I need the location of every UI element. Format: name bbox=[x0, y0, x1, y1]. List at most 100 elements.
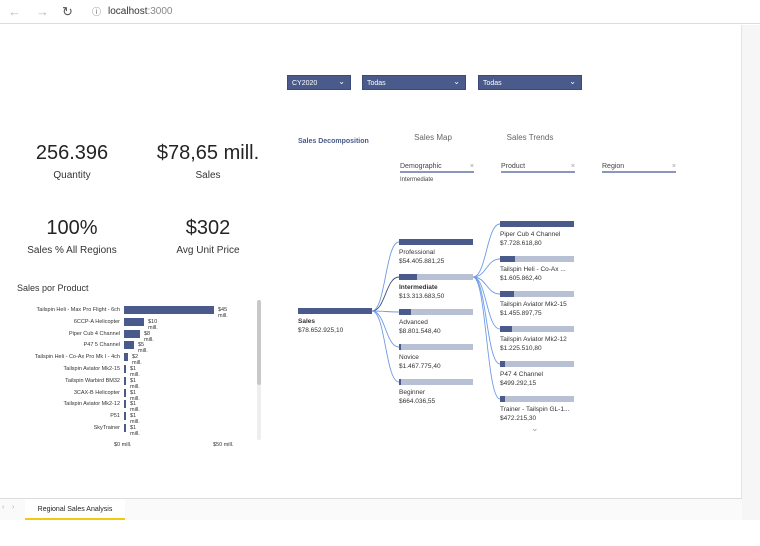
node-label: Tailspin Aviator Mk2-12 bbox=[500, 336, 567, 343]
tree-node[interactable]: Tailspin Aviator Mk2-15 $1.455.897,75 bbox=[500, 291, 574, 318]
tree-node[interactable]: Tailspin Heli - Co-Ax ... $1.605.862,40 bbox=[500, 256, 574, 283]
product-bar[interactable] bbox=[124, 353, 128, 362]
x-tick: $50 mill. bbox=[213, 442, 234, 448]
node-value: $1.455.897,75 bbox=[500, 310, 542, 317]
category-label: P47 5 Channel bbox=[83, 342, 120, 349]
category-label: 3CAX-B Helicopter bbox=[73, 389, 120, 396]
level-header-region[interactable]: Region × bbox=[602, 163, 676, 173]
close-icon[interactable]: × bbox=[469, 163, 474, 170]
value-label: $5 mill. bbox=[138, 342, 148, 355]
chevron-down-icon[interactable]: ⌄ bbox=[531, 423, 539, 433]
node-bar bbox=[399, 274, 473, 280]
kpi-quantity-value: 256.396 bbox=[35, 142, 109, 164]
node-value: $13.313.683,50 bbox=[399, 293, 445, 300]
root-label: Sales bbox=[298, 318, 315, 325]
reload-icon[interactable]: ↻ bbox=[62, 4, 73, 19]
node-label: Advanced bbox=[399, 319, 428, 326]
connector-line bbox=[472, 223, 501, 278]
node-label: Tailspin Heli - Co-Ax ... bbox=[500, 266, 566, 273]
tab-sales-decomposition[interactable]: Sales Decomposition bbox=[298, 138, 369, 145]
page-tab-regional-sales[interactable]: Regional Sales Analysis bbox=[25, 499, 125, 520]
tree-node[interactable]: Professional $54.405.881,25 bbox=[399, 239, 473, 266]
close-icon[interactable]: × bbox=[570, 163, 575, 170]
level-header-product[interactable]: Product × bbox=[501, 163, 575, 173]
tab-sales-trends[interactable]: Sales Trends bbox=[506, 133, 554, 142]
node-bar bbox=[500, 326, 574, 332]
filter-dropdown-2[interactable]: Todas ⌄ bbox=[362, 75, 466, 90]
node-value: $472.215,30 bbox=[500, 415, 537, 422]
node-label: Piper Cub 4 Channel bbox=[500, 231, 561, 238]
tree-node[interactable]: Tailspin Aviator Mk2-12 $1.225.510,80 bbox=[500, 326, 574, 353]
scrollbar-thumb[interactable] bbox=[257, 300, 261, 385]
value-label: $1 mill. bbox=[130, 401, 140, 414]
kpi-pct-value: 100% bbox=[46, 217, 98, 239]
x-tick: $0 mill. bbox=[114, 442, 132, 448]
value-label: $10 mill. bbox=[148, 318, 158, 331]
tree-node[interactable]: Trainer - Tailspin GL-1... $472.215,30 bbox=[500, 396, 574, 423]
tree-node[interactable]: P47 4 Channel $499.292,15 bbox=[500, 361, 574, 388]
tab-prev-icon[interactable]: ‹ bbox=[2, 504, 5, 511]
product-bar[interactable] bbox=[124, 329, 140, 338]
chevron-down-icon: ⌄ bbox=[453, 77, 460, 86]
product-bar[interactable] bbox=[124, 424, 126, 432]
kpi-quantity-label: Quantity bbox=[53, 170, 91, 181]
chevron-down-icon: ⌄ bbox=[569, 77, 576, 86]
year-filter-dropdown[interactable]: CY2020 ⌄ bbox=[287, 75, 351, 90]
kpi-sales-value: $78,65 mill. bbox=[156, 142, 260, 164]
node-value: $8.801.548,40 bbox=[399, 328, 441, 335]
connector-line bbox=[472, 276, 501, 400]
category-label: 6CCP-A Helicopter bbox=[73, 318, 120, 325]
tab-sales-map[interactable]: Sales Map bbox=[414, 133, 452, 142]
node-value: $499.292,15 bbox=[500, 380, 537, 387]
page-tab-bar: ‹ › Regional Sales Analysis bbox=[0, 498, 742, 520]
value-label: $45 mill. bbox=[218, 307, 228, 319]
tree-node[interactable]: Novice $1.467.775,40 bbox=[399, 344, 473, 371]
node-value: $1.225.510,80 bbox=[500, 345, 542, 352]
tree-root-node[interactable]: Sales $78.652.925,10 bbox=[298, 308, 372, 335]
connector-line bbox=[472, 258, 501, 278]
chart-scrollbar[interactable] bbox=[257, 300, 261, 440]
filter-dropdown-3[interactable]: Todas ⌄ bbox=[478, 75, 582, 90]
tab-next-icon[interactable]: › bbox=[12, 504, 15, 511]
product-bar[interactable] bbox=[124, 317, 144, 326]
close-icon[interactable]: × bbox=[671, 163, 676, 170]
product-bar[interactable] bbox=[124, 341, 134, 350]
connector-line bbox=[472, 276, 501, 365]
tree-node[interactable]: Intermediate $13.313.683,50 bbox=[399, 274, 473, 301]
tree-node[interactable]: Beginner $664.036,55 bbox=[399, 379, 473, 406]
node-label: Intermediate bbox=[399, 284, 438, 291]
node-bar bbox=[500, 291, 574, 297]
root-value: $78.652.925,10 bbox=[298, 327, 344, 334]
category-label: Tailspin Heli - Max Pro Flight - 6ch bbox=[36, 307, 120, 313]
node-value: $1.467.775,40 bbox=[399, 363, 441, 370]
tree-node[interactable]: Piper Cub 4 Channel $7.728.618,80 bbox=[500, 221, 574, 248]
product-bar[interactable] bbox=[124, 412, 126, 421]
browser-toolbar: ← → ↻ ⓘ localhost:3000 bbox=[0, 0, 760, 24]
tree-node[interactable]: Advanced $8.801.548,40 bbox=[399, 309, 473, 336]
product-bar[interactable] bbox=[124, 306, 214, 314]
category-label: P51 bbox=[110, 413, 120, 420]
node-label: Beginner bbox=[399, 389, 426, 396]
category-label: Piper Cub 4 Channel bbox=[68, 330, 120, 337]
value-label: $2 mill. bbox=[132, 354, 142, 367]
product-bar[interactable] bbox=[124, 365, 126, 373]
product-bar[interactable] bbox=[124, 388, 126, 397]
level-header-demographic[interactable]: Demographic × bbox=[400, 163, 474, 173]
category-label: SkyTrainer bbox=[93, 425, 120, 431]
connector-line bbox=[371, 241, 400, 312]
node-label: Professional bbox=[399, 249, 435, 256]
product-bar[interactable] bbox=[124, 400, 126, 409]
product-bar[interactable] bbox=[124, 376, 126, 385]
category-label: Tailspin Heli - Co-Ax Pro Mk I - 4ch bbox=[34, 354, 120, 361]
node-bar bbox=[399, 344, 473, 350]
page-scrollbar[interactable] bbox=[742, 25, 760, 520]
value-label: $1 mill. bbox=[130, 413, 140, 426]
back-icon[interactable]: ← bbox=[8, 4, 21, 19]
address-bar[interactable]: localhost:3000 bbox=[108, 6, 173, 17]
connector-line bbox=[371, 310, 400, 313]
info-icon[interactable]: ⓘ bbox=[92, 7, 102, 17]
node-bar bbox=[500, 221, 574, 227]
forward-icon[interactable]: → bbox=[36, 4, 49, 19]
connector-line bbox=[371, 276, 400, 312]
